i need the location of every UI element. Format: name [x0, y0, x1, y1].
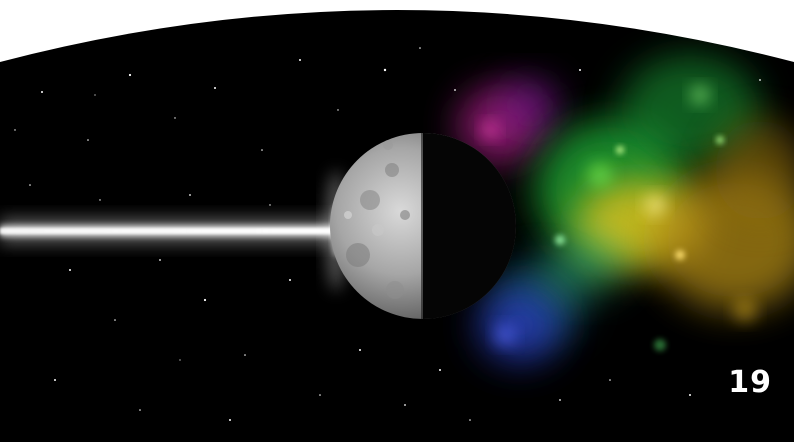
page-number: 19: [728, 365, 772, 400]
half-lit-moon: [330, 133, 516, 319]
rainbow-nebula: [458, 55, 794, 363]
starfield: [14, 47, 761, 421]
